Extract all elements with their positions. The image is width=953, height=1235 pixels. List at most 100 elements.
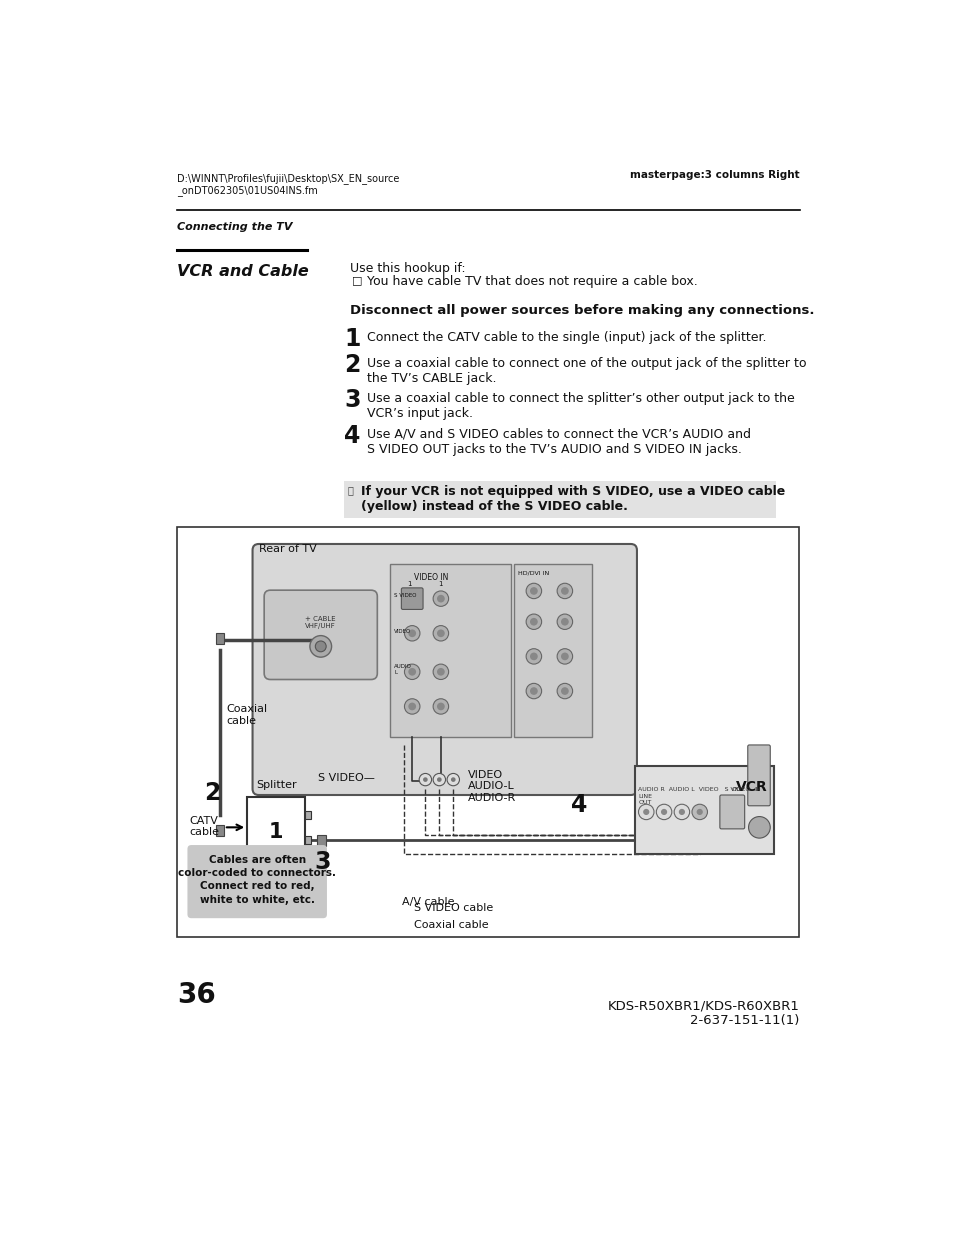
Circle shape xyxy=(660,809,666,815)
Circle shape xyxy=(557,683,572,699)
Text: AUDIO-L: AUDIO-L xyxy=(468,782,515,792)
Text: IN: IN xyxy=(754,787,760,793)
Circle shape xyxy=(408,630,416,637)
Text: AUDIO R  AUDIO L  VIDEO   S VIDEO: AUDIO R AUDIO L VIDEO S VIDEO xyxy=(638,787,750,793)
FancyBboxPatch shape xyxy=(316,835,326,846)
Circle shape xyxy=(436,703,444,710)
Circle shape xyxy=(433,699,448,714)
Text: HD/DVI IN: HD/DVI IN xyxy=(517,571,549,576)
Text: A/V cable: A/V cable xyxy=(402,897,455,906)
FancyBboxPatch shape xyxy=(344,480,776,517)
Circle shape xyxy=(404,626,419,641)
FancyBboxPatch shape xyxy=(253,543,637,795)
Text: 4: 4 xyxy=(571,793,587,816)
FancyBboxPatch shape xyxy=(247,797,305,858)
Text: VCR: VCR xyxy=(736,779,767,794)
Text: VIDEO: VIDEO xyxy=(468,769,502,779)
Text: 2: 2 xyxy=(344,353,360,377)
Circle shape xyxy=(315,641,326,652)
Text: AUDIO
L: AUDIO L xyxy=(394,664,412,674)
Text: 4: 4 xyxy=(344,424,360,448)
Circle shape xyxy=(433,664,448,679)
Circle shape xyxy=(408,595,416,603)
FancyBboxPatch shape xyxy=(747,745,769,805)
Text: Connecting the TV: Connecting the TV xyxy=(177,222,293,232)
Text: 1: 1 xyxy=(438,580,442,587)
Text: D:\WINNT\Profiles\fujii\Desktop\SX_EN_source
_onDT062305\01US04INS.fm: D:\WINNT\Profiles\fujii\Desktop\SX_EN_so… xyxy=(177,173,399,196)
FancyBboxPatch shape xyxy=(305,836,311,844)
Circle shape xyxy=(674,804,689,820)
Text: S VIDEO cable: S VIDEO cable xyxy=(414,903,493,913)
Text: VIDEO: VIDEO xyxy=(394,630,411,635)
Text: S VIDEO—: S VIDEO— xyxy=(317,773,375,783)
Circle shape xyxy=(404,664,419,679)
Circle shape xyxy=(436,595,444,603)
Text: 3: 3 xyxy=(314,851,331,874)
Circle shape xyxy=(447,773,459,785)
Circle shape xyxy=(696,809,702,815)
Text: 1: 1 xyxy=(407,580,412,587)
FancyBboxPatch shape xyxy=(216,634,224,645)
Text: Connect the CATV cable to the single (input) jack of the splitter.: Connect the CATV cable to the single (in… xyxy=(367,331,766,343)
Text: AUDIO-R: AUDIO-R xyxy=(468,793,516,803)
Circle shape xyxy=(436,777,441,782)
Circle shape xyxy=(530,587,537,595)
Circle shape xyxy=(433,773,445,785)
FancyBboxPatch shape xyxy=(401,588,422,609)
Text: Cables are often
color-coded to connectors.
Connect red to red,
white to white, : Cables are often color-coded to connecto… xyxy=(178,855,335,905)
Text: S VIDEO: S VIDEO xyxy=(394,593,416,598)
Circle shape xyxy=(560,687,568,695)
FancyBboxPatch shape xyxy=(264,590,377,679)
FancyBboxPatch shape xyxy=(305,811,311,819)
Text: OUT: OUT xyxy=(731,787,744,793)
FancyBboxPatch shape xyxy=(187,845,327,918)
Text: CATV
cable: CATV cable xyxy=(189,816,219,837)
Text: Use A/V and S VIDEO cables to connect the VCR’s AUDIO and
S VIDEO OUT jacks to t: Use A/V and S VIDEO cables to connect th… xyxy=(367,427,750,456)
Text: 1: 1 xyxy=(269,823,283,842)
Text: Use a coaxial cable to connect one of the output jack of the splitter to
the TV’: Use a coaxial cable to connect one of th… xyxy=(367,357,806,385)
Circle shape xyxy=(642,809,649,815)
Text: Use a coaxial cable to connect the splitter’s other output jack to the
VCR’s inp: Use a coaxial cable to connect the split… xyxy=(367,393,794,420)
Text: Coaxial
cable: Coaxial cable xyxy=(226,704,267,726)
FancyBboxPatch shape xyxy=(720,795,744,829)
Circle shape xyxy=(530,652,537,661)
Circle shape xyxy=(436,668,444,676)
Text: 36: 36 xyxy=(177,982,216,1009)
Circle shape xyxy=(404,592,419,606)
Text: KDS-R50XBR1/KDS-R60XBR1: KDS-R50XBR1/KDS-R60XBR1 xyxy=(607,999,799,1011)
FancyBboxPatch shape xyxy=(390,564,510,737)
Circle shape xyxy=(404,699,419,714)
Text: Use this hookup if:: Use this hookup if: xyxy=(350,262,465,275)
Circle shape xyxy=(408,703,416,710)
Text: LINE
OUT: LINE OUT xyxy=(638,794,652,805)
Text: 2-637-151-11(1): 2-637-151-11(1) xyxy=(690,1014,799,1026)
Circle shape xyxy=(557,614,572,630)
Text: Disconnect all power sources before making any connections.: Disconnect all power sources before maki… xyxy=(350,304,814,316)
Circle shape xyxy=(525,583,541,599)
Circle shape xyxy=(638,804,654,820)
Text: VCR and Cable: VCR and Cable xyxy=(177,264,309,279)
Text: 3: 3 xyxy=(344,389,360,412)
Circle shape xyxy=(408,668,416,676)
Text: If your VCR is not equipped with S VIDEO, use a VIDEO cable
(yellow) instead of : If your VCR is not equipped with S VIDEO… xyxy=(360,485,784,514)
Circle shape xyxy=(557,583,572,599)
Text: masterpage:3 columns Right: masterpage:3 columns Right xyxy=(629,169,799,180)
FancyBboxPatch shape xyxy=(216,825,224,836)
Circle shape xyxy=(525,648,541,664)
Circle shape xyxy=(530,618,537,626)
Text: □: □ xyxy=(352,275,362,285)
FancyBboxPatch shape xyxy=(514,564,592,737)
Text: 1: 1 xyxy=(344,327,360,351)
Circle shape xyxy=(656,804,671,820)
Circle shape xyxy=(679,809,684,815)
Circle shape xyxy=(748,816,769,839)
Circle shape xyxy=(310,636,332,657)
Text: 2: 2 xyxy=(204,782,221,805)
Text: ⯊: ⯊ xyxy=(348,485,354,495)
Circle shape xyxy=(691,804,707,820)
Circle shape xyxy=(525,614,541,630)
Circle shape xyxy=(560,618,568,626)
Circle shape xyxy=(418,773,431,785)
Circle shape xyxy=(451,777,456,782)
FancyBboxPatch shape xyxy=(634,766,773,855)
